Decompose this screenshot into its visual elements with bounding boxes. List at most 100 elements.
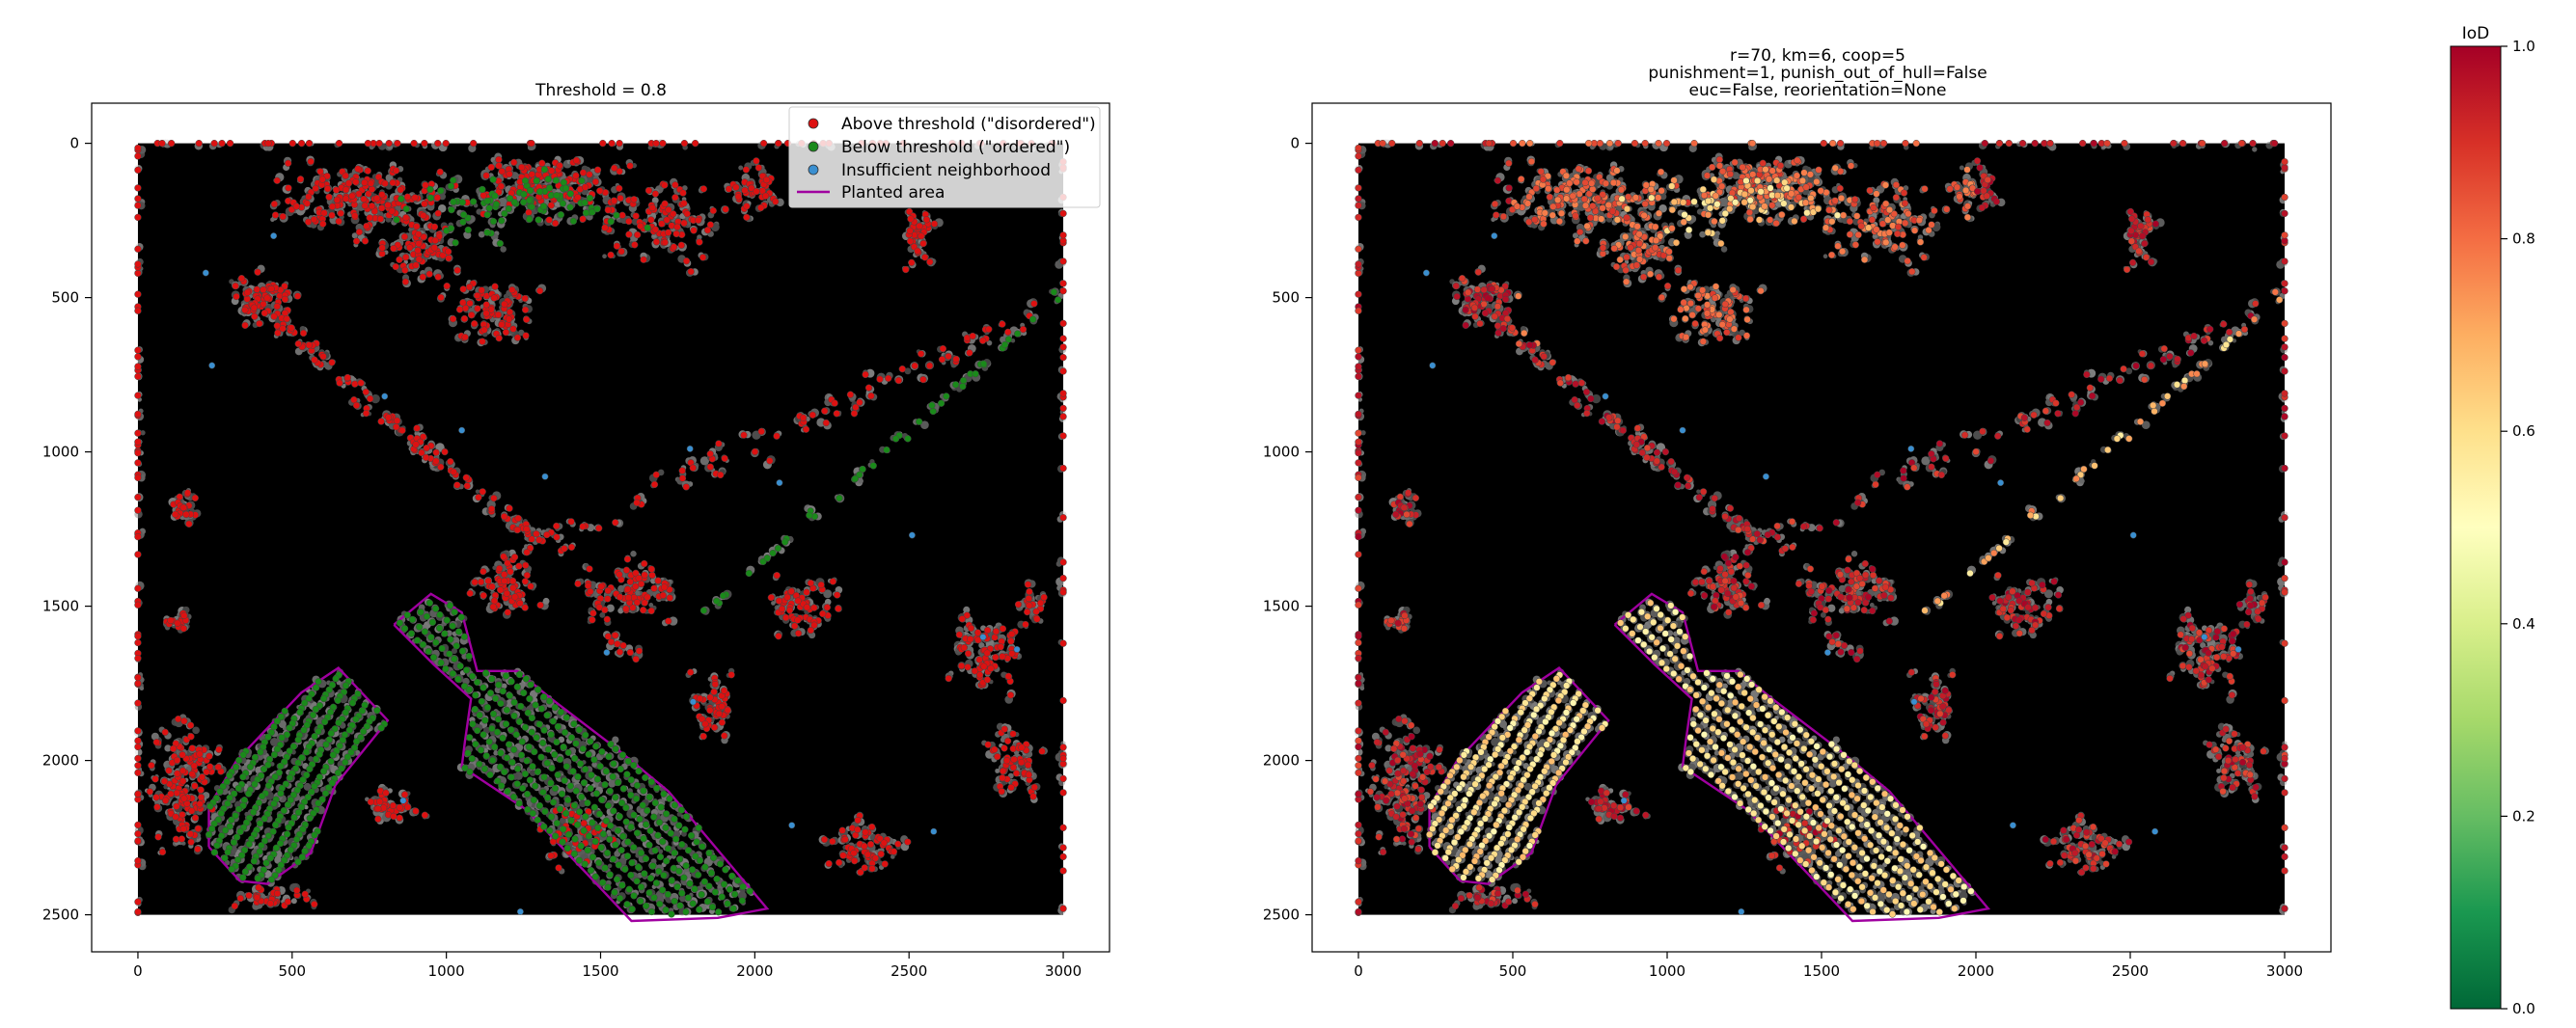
left-chart-title: Threshold = 0.8 <box>534 81 667 100</box>
scatter-point <box>361 178 369 187</box>
scatter-point <box>699 185 707 193</box>
scatter-point <box>337 209 344 217</box>
texture-speck <box>681 185 688 191</box>
scatter-point <box>579 169 588 176</box>
scatter-point <box>368 185 376 193</box>
scatter-point <box>355 190 363 198</box>
scatter-point <box>363 222 370 230</box>
scatter-point <box>596 187 604 195</box>
scatter-point <box>498 167 506 176</box>
scatter-point <box>434 209 442 217</box>
scatter-point <box>677 241 685 249</box>
scatter-point <box>661 181 669 189</box>
scatter-point <box>581 183 589 191</box>
texture-speck <box>290 898 297 905</box>
scatter-point <box>335 217 343 226</box>
scatter-point <box>604 206 612 214</box>
scatter-point <box>528 171 535 178</box>
scatter-point <box>433 194 442 202</box>
scatter-point <box>312 184 319 193</box>
scatter-point <box>389 178 397 187</box>
scatter-point <box>487 163 495 172</box>
scatter-point <box>601 224 609 231</box>
scatter-point <box>376 215 385 223</box>
scatter-point <box>292 203 300 210</box>
scatter-point <box>482 172 490 179</box>
scatter-point <box>436 168 444 176</box>
scatter-point <box>307 157 315 166</box>
scatter-point <box>403 193 412 201</box>
scatter-point <box>320 209 328 217</box>
left-chart: Threshold = 0.8 0 500 1000 1500 2000 2500 3000… <box>42 81 1110 980</box>
texture-speck <box>858 478 863 484</box>
scatter-point <box>617 248 625 256</box>
scatter-point <box>411 194 419 202</box>
scatter-point <box>323 185 332 193</box>
scatter-point <box>352 237 361 245</box>
scatter-point <box>368 203 376 210</box>
scatter-point <box>332 186 341 194</box>
scatter-point <box>607 251 615 259</box>
scatter-point <box>285 184 292 192</box>
texture-speck <box>651 197 659 204</box>
scatter-point <box>510 158 518 167</box>
scatter-point <box>591 177 600 186</box>
scatter-point <box>551 219 560 228</box>
scatter-point <box>316 168 324 176</box>
scatter-point <box>626 162 634 170</box>
scatter-point <box>618 211 626 219</box>
scatter-point <box>480 191 487 200</box>
scatter-point <box>421 200 428 208</box>
scatter-point <box>284 159 292 167</box>
scatter-point <box>279 212 287 221</box>
scatter-point <box>680 219 688 227</box>
texture-speck <box>738 165 744 171</box>
scatter-point <box>348 192 356 200</box>
scatter-point <box>296 176 305 183</box>
scatter-point <box>572 156 581 164</box>
scatter-point <box>325 193 333 201</box>
texture-speck <box>503 293 508 299</box>
scatter-point <box>333 196 342 203</box>
scatter-point <box>354 165 362 173</box>
scatter-point <box>506 170 513 178</box>
scatter-point <box>271 211 280 219</box>
scatter-point <box>593 166 602 174</box>
texture-speck <box>351 232 358 239</box>
texture-speck <box>630 551 637 557</box>
scatter-point <box>397 186 404 194</box>
scatter-point <box>328 203 337 210</box>
scatter-point <box>579 215 587 223</box>
scatter-point <box>495 155 503 164</box>
scatter-point <box>361 202 369 209</box>
scatter-point <box>319 220 327 228</box>
scatter-point <box>360 195 368 203</box>
scatter-point <box>273 176 281 184</box>
scatter-point <box>572 172 580 179</box>
scatter-point <box>611 164 618 172</box>
scatter-point <box>366 214 373 222</box>
scatter-point <box>351 212 359 220</box>
scatter-point <box>384 202 392 209</box>
texture-speck <box>697 234 702 240</box>
scatter-point <box>342 186 350 194</box>
texture-speck <box>608 779 617 788</box>
scatter-point <box>586 171 593 178</box>
scatter-point <box>683 210 691 218</box>
scatter-point <box>548 167 556 175</box>
scatter-point <box>303 200 311 207</box>
scatter-point <box>328 211 336 219</box>
scatter-point <box>574 194 582 202</box>
scatter-point <box>355 228 364 236</box>
scatter-point <box>342 195 350 203</box>
scatter-point <box>388 207 396 215</box>
texture-speck <box>648 603 654 608</box>
scatter-point <box>364 167 371 175</box>
texture-speck <box>658 849 664 854</box>
scatter-point <box>556 162 563 170</box>
scatter-point <box>352 178 360 186</box>
scatter-point <box>518 163 526 172</box>
scatter-point <box>690 227 698 234</box>
